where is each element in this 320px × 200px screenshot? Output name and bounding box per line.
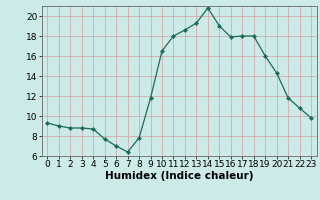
X-axis label: Humidex (Indice chaleur): Humidex (Indice chaleur)	[105, 171, 253, 181]
